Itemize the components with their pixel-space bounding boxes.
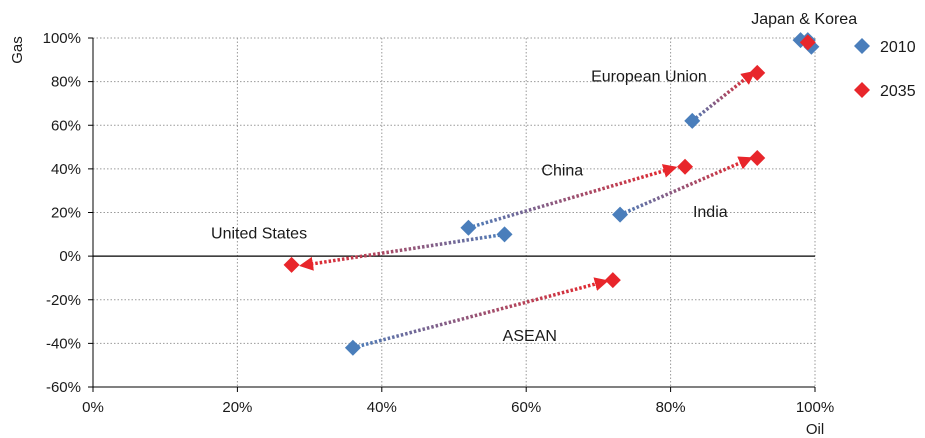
arrow-india (619, 156, 753, 217)
point-2010 (496, 226, 513, 243)
arrow-china (467, 164, 678, 230)
annotation-label: United States (211, 226, 307, 243)
y-tick-label: 80% (51, 74, 81, 91)
axes (88, 37, 816, 392)
y-tick-label: 100% (43, 30, 81, 47)
point-2035 (749, 149, 766, 166)
annotation-label: India (693, 204, 728, 221)
point-2010 (612, 206, 629, 223)
y-tick-label: 20% (51, 205, 81, 222)
point-2010 (344, 339, 361, 356)
arrow-european-union (691, 70, 756, 123)
legend-label-2035: 2035 (880, 83, 916, 100)
y-tick-label: 0% (59, 248, 81, 265)
legend: 2010 2035 (854, 38, 916, 100)
point-2035 (283, 256, 300, 273)
y-tick-label: 60% (51, 117, 81, 134)
annotation-label: ASEAN (503, 328, 557, 345)
x-tick-label: 20% (222, 399, 252, 416)
y-tick-label: 40% (51, 161, 81, 178)
y-tick-label: -20% (46, 292, 81, 309)
point-2035 (604, 272, 621, 289)
legend-marker-2010 (854, 38, 870, 54)
x-tick-label: 60% (511, 399, 541, 416)
point-2010 (684, 112, 701, 129)
point-2035 (677, 158, 694, 175)
annotation-label: China (541, 162, 583, 179)
legend-marker-2035 (854, 82, 870, 98)
x-tick-label: 40% (367, 399, 397, 416)
point-2035 (749, 64, 766, 81)
x-tick-label: 0% (82, 399, 104, 416)
y-tick-label: -40% (46, 335, 81, 352)
legend-label-2010: 2010 (880, 39, 916, 56)
grid-lines (93, 37, 816, 387)
x-axis-title: Oil (806, 421, 824, 438)
arrow-united-states (299, 232, 505, 271)
annotation-label: Japan & Korea (751, 11, 857, 28)
annotations: Japan & Korea European Union China India Uni… (211, 11, 857, 345)
data-points (283, 32, 820, 356)
annotation-label: European Union (591, 69, 707, 86)
y-tick-label: -60% (46, 379, 81, 396)
point-2035 (799, 34, 816, 51)
y-axis-title: Gas (9, 36, 26, 64)
point-2010 (460, 219, 477, 236)
arrows (299, 70, 756, 350)
tick-labels: 0% 20% 40% 60% 80% 100% -60% -40% -20% 0% 20% 40% 60… (43, 30, 835, 416)
x-tick-label: 80% (656, 399, 686, 416)
arrow-asean (352, 277, 609, 350)
x-tick-label: 100% (796, 399, 834, 416)
